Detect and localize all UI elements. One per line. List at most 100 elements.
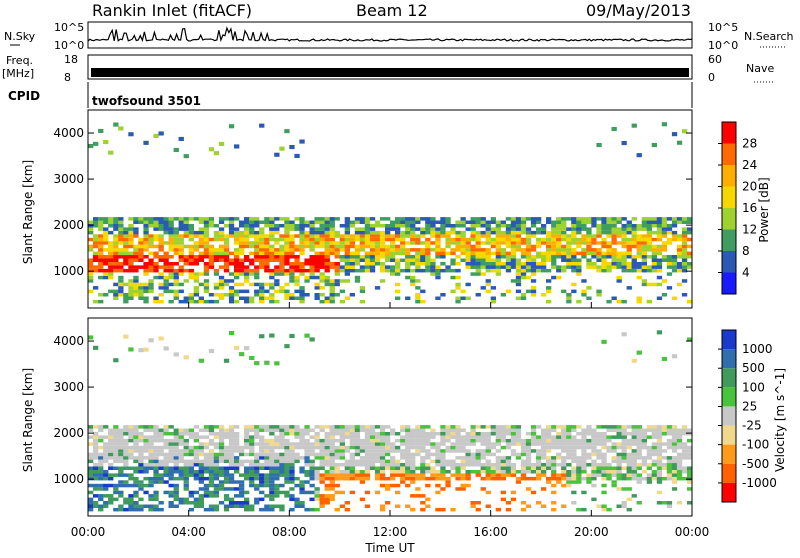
power-cell <box>314 227 320 231</box>
velocity-cell <box>113 435 119 439</box>
velocity-cell <box>334 463 340 467</box>
velocity-cell <box>656 466 663 470</box>
power-cell <box>490 251 496 256</box>
power-cell <box>103 230 109 235</box>
power-cell <box>208 237 215 242</box>
power-cell <box>364 230 371 235</box>
velocity-cell <box>571 466 577 470</box>
power-cell <box>556 234 562 238</box>
power-cell <box>118 217 124 221</box>
velocity-cell <box>556 435 562 439</box>
power-cell <box>606 268 612 273</box>
power-cell <box>405 265 411 269</box>
power-cell <box>269 275 275 280</box>
power-cell <box>158 282 164 287</box>
power-cell <box>329 262 335 266</box>
velocity-cell <box>304 428 310 432</box>
velocity-cell <box>425 470 431 474</box>
power-cell <box>495 227 501 231</box>
power-cell <box>98 258 104 262</box>
power-cell <box>364 255 371 259</box>
velocity-cell <box>269 507 275 512</box>
velocity-cell <box>475 432 481 436</box>
velocity-cell <box>98 473 104 477</box>
velocity-cell <box>586 456 592 460</box>
power-cell <box>113 268 119 273</box>
power-cell <box>359 289 366 294</box>
power-cell <box>676 251 683 256</box>
velocity-cell <box>339 425 345 429</box>
velocity-cell <box>284 344 290 349</box>
velocity-cell <box>208 490 215 495</box>
velocity-cell <box>153 476 159 481</box>
power-cell <box>641 220 647 224</box>
velocity-cell <box>339 473 345 477</box>
power-cell <box>395 237 401 242</box>
velocity-cell <box>641 459 647 464</box>
power-cell <box>259 237 265 242</box>
velocity-cell <box>108 501 114 505</box>
power-cell <box>344 296 350 300</box>
power-cell <box>118 227 124 231</box>
velocity-cell <box>606 449 612 453</box>
power-colorbar-tick-label: 12 <box>742 223 757 237</box>
power-cell <box>133 230 139 235</box>
power-cell <box>228 293 235 297</box>
power-cell <box>566 262 572 266</box>
power-cell <box>148 289 154 294</box>
velocity-cell <box>596 473 602 477</box>
power-cell <box>153 237 159 242</box>
velocity-cell <box>651 428 657 432</box>
velocity-cell <box>228 487 235 491</box>
velocity-cell <box>480 425 486 429</box>
power-cell <box>319 244 325 249</box>
power-cell <box>450 241 456 245</box>
velocity-cell <box>339 463 345 467</box>
power-cell <box>641 244 647 249</box>
velocity-cell <box>359 456 366 460</box>
power-cell <box>556 224 562 228</box>
power-cell <box>108 230 114 235</box>
velocity-cell <box>148 463 154 467</box>
velocity-cell <box>561 470 567 474</box>
velocity-cell <box>405 466 411 470</box>
power-cell <box>515 244 522 249</box>
power-cell <box>666 272 673 276</box>
velocity-cell <box>128 473 134 477</box>
velocity-cell <box>113 483 119 488</box>
power-cell <box>234 248 240 252</box>
power-cell <box>218 282 225 287</box>
power-cell <box>264 296 270 300</box>
power-cell <box>400 244 406 249</box>
velocity-cell <box>239 473 245 477</box>
velocity-cell <box>108 466 114 470</box>
power-cell <box>123 296 129 300</box>
velocity-cell <box>289 466 295 470</box>
velocity-cell <box>128 432 134 436</box>
velocity-cell <box>269 452 275 457</box>
velocity-cell <box>103 456 109 460</box>
power-cell <box>626 248 632 252</box>
power-cell <box>98 299 104 304</box>
power-cell <box>314 251 320 256</box>
velocity-y-label: Slant Range [km] <box>21 368 35 472</box>
velocity-cell <box>88 435 94 439</box>
power-cell <box>536 262 542 266</box>
power-cell <box>188 234 194 238</box>
power-cell <box>314 244 320 249</box>
velocity-cell <box>339 442 345 446</box>
power-cell <box>168 272 174 276</box>
velocity-cell <box>153 490 159 495</box>
velocity-cell <box>671 449 678 453</box>
velocity-cell <box>88 501 94 505</box>
power-cell <box>264 282 270 287</box>
velocity-cell <box>113 490 119 495</box>
power-cell <box>480 286 486 290</box>
velocity-cell <box>123 456 129 460</box>
velocity-cell <box>163 456 169 460</box>
velocity-cell <box>138 456 144 460</box>
velocity-cell <box>621 438 627 443</box>
power-cell <box>369 224 376 228</box>
velocity-cell <box>435 463 441 467</box>
power-cell <box>515 237 522 242</box>
